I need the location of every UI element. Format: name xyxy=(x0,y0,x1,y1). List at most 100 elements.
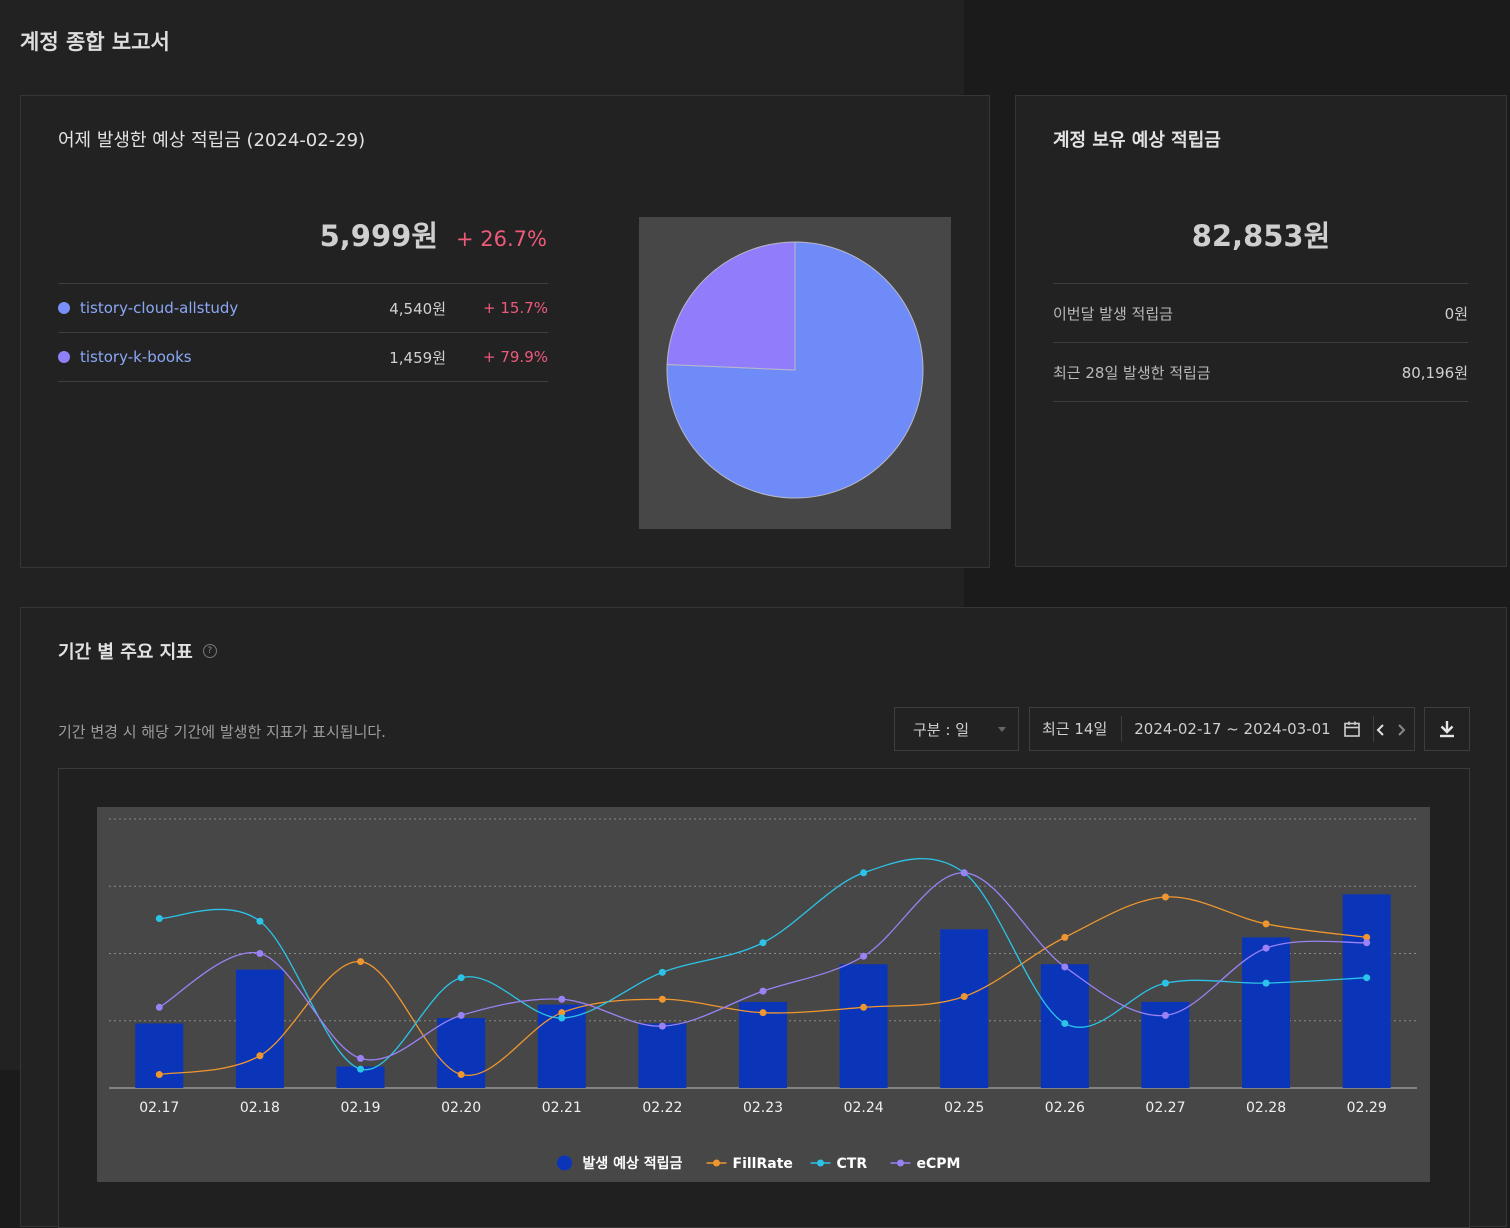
chevron-right-icon[interactable] xyxy=(1396,723,1406,737)
point-ctr-02.17[interactable] xyxy=(155,915,163,923)
legend-item[interactable]: CTR xyxy=(810,1156,868,1172)
legend-label: FillRate xyxy=(733,1156,793,1172)
x-tick-label: 02.25 xyxy=(944,1100,984,1116)
metrics-card: 기간 별 주요 지표 ? 기간 변경 시 해당 기간에 발생한 지표가 표시됩니… xyxy=(20,607,1507,1228)
unit-select[interactable]: 구분 : 일 xyxy=(894,707,1019,751)
chevron-left-icon[interactable] xyxy=(1376,723,1386,737)
date-range-picker[interactable]: 최근 14일 2024-02-17 ~ 2024-03-01 xyxy=(1029,707,1415,751)
legend-label: CTR xyxy=(837,1156,868,1172)
series-dot-icon xyxy=(58,302,70,314)
bar-02.22[interactable] xyxy=(638,1023,687,1088)
page-title: 계정 종합 보고서 xyxy=(20,30,170,54)
site-row-1: tistory-cloud-allstudy 4,540원 + 15.7% xyxy=(58,284,548,332)
point-ecpm-02.26[interactable] xyxy=(1061,963,1069,971)
point-ctr-02.27[interactable] xyxy=(1161,979,1169,987)
legend-item[interactable]: 발생 예상 적립금 xyxy=(557,1155,683,1172)
point-fillrate-02.18[interactable] xyxy=(256,1052,264,1060)
point-ecpm-02.20[interactable] xyxy=(457,1011,465,1019)
legend-item[interactable]: eCPM xyxy=(890,1156,961,1172)
bar-02.17[interactable] xyxy=(135,1023,184,1088)
metrics-card-header: 기간 별 주요 지표 ? xyxy=(58,638,217,664)
bar-02.29[interactable] xyxy=(1342,894,1391,1088)
unit-select-value: 구분 : 일 xyxy=(913,720,969,739)
point-ctr-02.28[interactable] xyxy=(1262,979,1270,987)
balance-row-value: 80,196원 xyxy=(1401,363,1468,382)
download-button[interactable] xyxy=(1424,707,1470,751)
caret-down-icon xyxy=(998,727,1006,732)
point-ctr-02.24[interactable] xyxy=(860,869,868,877)
point-ecpm-02.19[interactable] xyxy=(357,1054,365,1062)
point-ctr-02.19[interactable] xyxy=(357,1065,365,1073)
download-icon xyxy=(1440,721,1454,738)
point-fillrate-02.24[interactable] xyxy=(860,1003,868,1011)
bar-02.18[interactable] xyxy=(235,969,284,1088)
calendar-icon[interactable] xyxy=(1343,720,1361,738)
point-ctr-02.29[interactable] xyxy=(1363,974,1371,982)
balance-card: 계정 보유 예상 적립금 82,853원 이번달 발생 적립금 0원 최근 28… xyxy=(1015,95,1507,567)
point-ecpm-02.29[interactable] xyxy=(1363,939,1371,947)
divider xyxy=(1373,716,1374,742)
point-fillrate-02.17[interactable] xyxy=(155,1071,163,1079)
point-fillrate-02.26[interactable] xyxy=(1061,933,1069,941)
point-ecpm-02.22[interactable] xyxy=(658,1022,666,1030)
site-row-2: tistory-k-books 1,459원 + 79.9% xyxy=(58,333,548,381)
point-fillrate-02.22[interactable] xyxy=(658,995,666,1003)
balance-row-label: 최근 28일 발생한 적립금 xyxy=(1053,363,1211,382)
site-change: + 79.9% xyxy=(483,348,548,366)
point-ctr-02.26[interactable] xyxy=(1061,1019,1069,1027)
point-fillrate-02.20[interactable] xyxy=(457,1071,465,1079)
point-ctr-02.22[interactable] xyxy=(658,968,666,976)
bar-02.23[interactable] xyxy=(739,1001,787,1088)
point-ecpm-02.28[interactable] xyxy=(1262,944,1270,952)
bar-02.24[interactable] xyxy=(839,964,888,1088)
site-link[interactable]: tistory-cloud-allstudy xyxy=(80,299,239,317)
earnings-pie-chart xyxy=(639,217,951,529)
legend-dot-icon xyxy=(557,1155,572,1171)
date-range-text[interactable]: 2024-02-17 ~ 2024-03-01 xyxy=(1134,720,1331,738)
bar-02.28[interactable] xyxy=(1242,937,1291,1088)
site-amount: 1,459원 xyxy=(389,348,446,367)
question-circle-icon[interactable]: ? xyxy=(202,644,217,658)
point-fillrate-02.27[interactable] xyxy=(1161,893,1169,901)
bar-02.25[interactable] xyxy=(940,929,989,1088)
point-ecpm-02.27[interactable] xyxy=(1161,1011,1169,1019)
series-dot-icon xyxy=(58,351,70,363)
point-fillrate-02.23[interactable] xyxy=(759,1009,767,1017)
point-ctr-02.23[interactable] xyxy=(759,939,767,947)
divider xyxy=(1053,342,1468,343)
divider xyxy=(1053,283,1468,284)
yesterday-total-change: + 26.7% xyxy=(456,227,547,251)
point-fillrate-02.25[interactable] xyxy=(960,993,968,1001)
point-ecpm-02.23[interactable] xyxy=(759,987,767,995)
legend-item[interactable]: FillRate xyxy=(706,1156,793,1172)
metrics-combo-chart: 02.17 02.18 02.19 02.20 02.21 02.22 02.23 02.24… xyxy=(97,807,1430,1182)
point-ecpm-02.25[interactable] xyxy=(960,869,968,877)
point-ctr-02.20[interactable] xyxy=(457,974,465,982)
point-ecpm-02.21[interactable] xyxy=(558,995,566,1003)
balance-row-28days: 최근 28일 발생한 적립금 80,196원 xyxy=(1053,343,1468,401)
balance-row-month: 이번달 발생 적립금 0원 xyxy=(1053,284,1468,342)
site-link[interactable]: tistory-k-books xyxy=(80,348,192,366)
point-ctr-02.18[interactable] xyxy=(256,917,264,925)
legend-label: eCPM xyxy=(917,1156,961,1172)
x-tick-label: 02.18 xyxy=(240,1100,280,1116)
pie-slice-1[interactable] xyxy=(666,241,924,499)
point-fillrate-02.29[interactable] xyxy=(1363,933,1371,941)
point-fillrate-02.19[interactable] xyxy=(357,958,365,966)
point-fillrate-02.28[interactable] xyxy=(1262,920,1270,928)
point-ecpm-02.17[interactable] xyxy=(155,1003,163,1011)
point-ctr-02.21[interactable] xyxy=(558,1014,566,1022)
point-ecpm-02.24[interactable] xyxy=(860,952,868,960)
x-tick-label: 02.22 xyxy=(642,1100,682,1116)
pie-slice-2[interactable] xyxy=(666,241,796,371)
point-ecpm-02.18[interactable] xyxy=(256,950,264,957)
yesterday-total: 5,999원 + 26.7% xyxy=(320,213,547,255)
divider xyxy=(58,283,548,284)
x-tick-label: 02.23 xyxy=(743,1100,783,1116)
point-fillrate-02.21[interactable] xyxy=(558,1009,566,1017)
period-label[interactable]: 최근 14일 xyxy=(1030,716,1123,742)
legend-dot-icon xyxy=(817,1159,824,1167)
bar-02.19[interactable] xyxy=(336,1066,385,1088)
balance-card-title: 계정 보유 예상 적립금 xyxy=(1053,130,1221,151)
yesterday-card-title: 어제 발생한 예상 적립금 (2024-02-29) xyxy=(58,130,366,151)
